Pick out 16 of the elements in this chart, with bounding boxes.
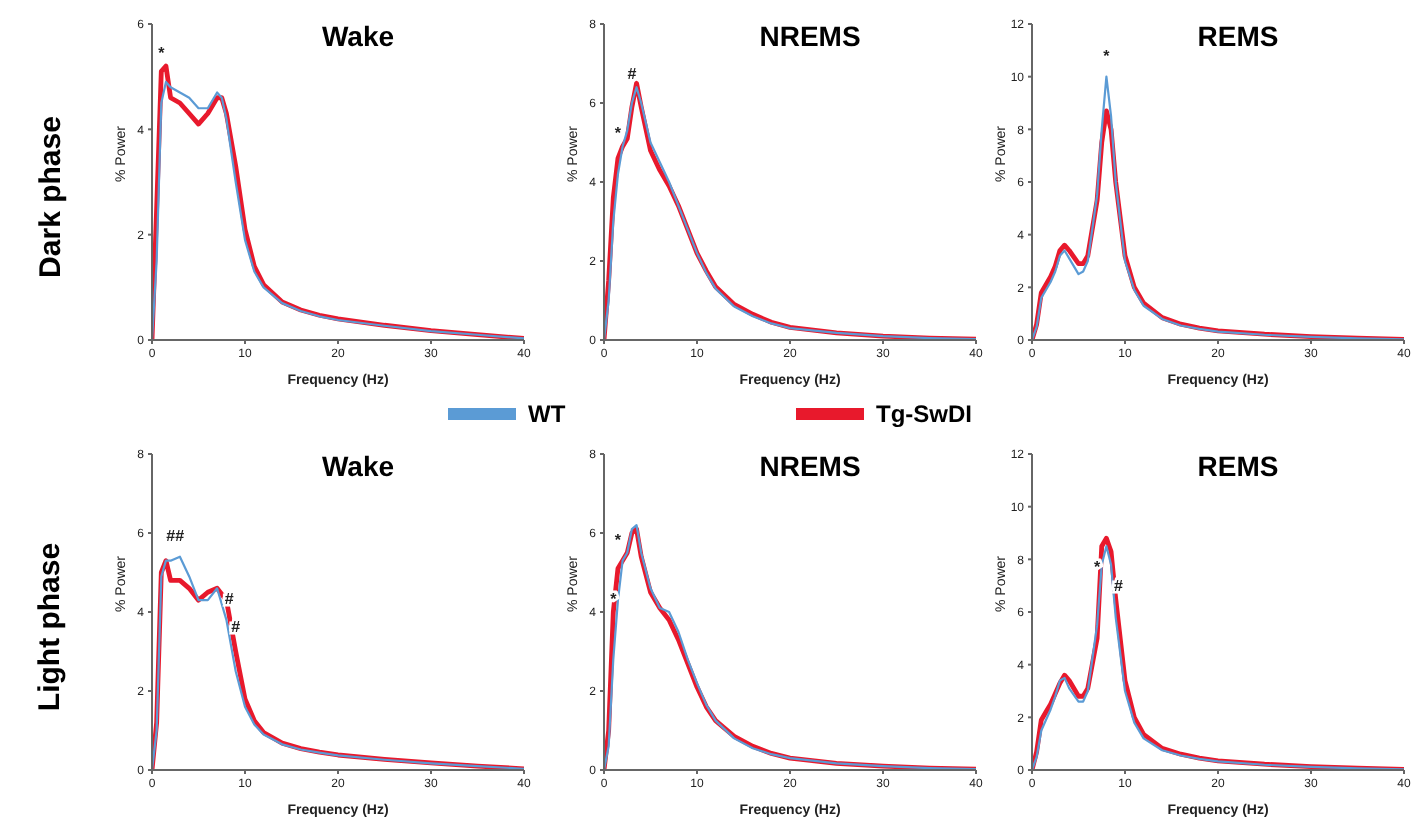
chart-title: REMS [1195, 450, 1281, 482]
legend-label: Tg-SwDI [876, 400, 972, 428]
text: Light phase [33, 541, 68, 711]
legend-label: WT [528, 400, 566, 428]
text: Dark phase [33, 115, 67, 277]
annotation: # [627, 65, 638, 84]
chart-title: NREMS [757, 20, 863, 52]
annotation: * [1103, 46, 1112, 65]
chart-title: REMS [1195, 20, 1281, 52]
annotation: * [614, 530, 623, 549]
annotation: ## [166, 526, 186, 545]
chart-title: Wake [319, 450, 397, 482]
annotation: * [614, 124, 623, 143]
annotation: * [158, 44, 167, 63]
chart-title: NREMS [757, 450, 863, 482]
chart-title: Wake [319, 20, 397, 52]
